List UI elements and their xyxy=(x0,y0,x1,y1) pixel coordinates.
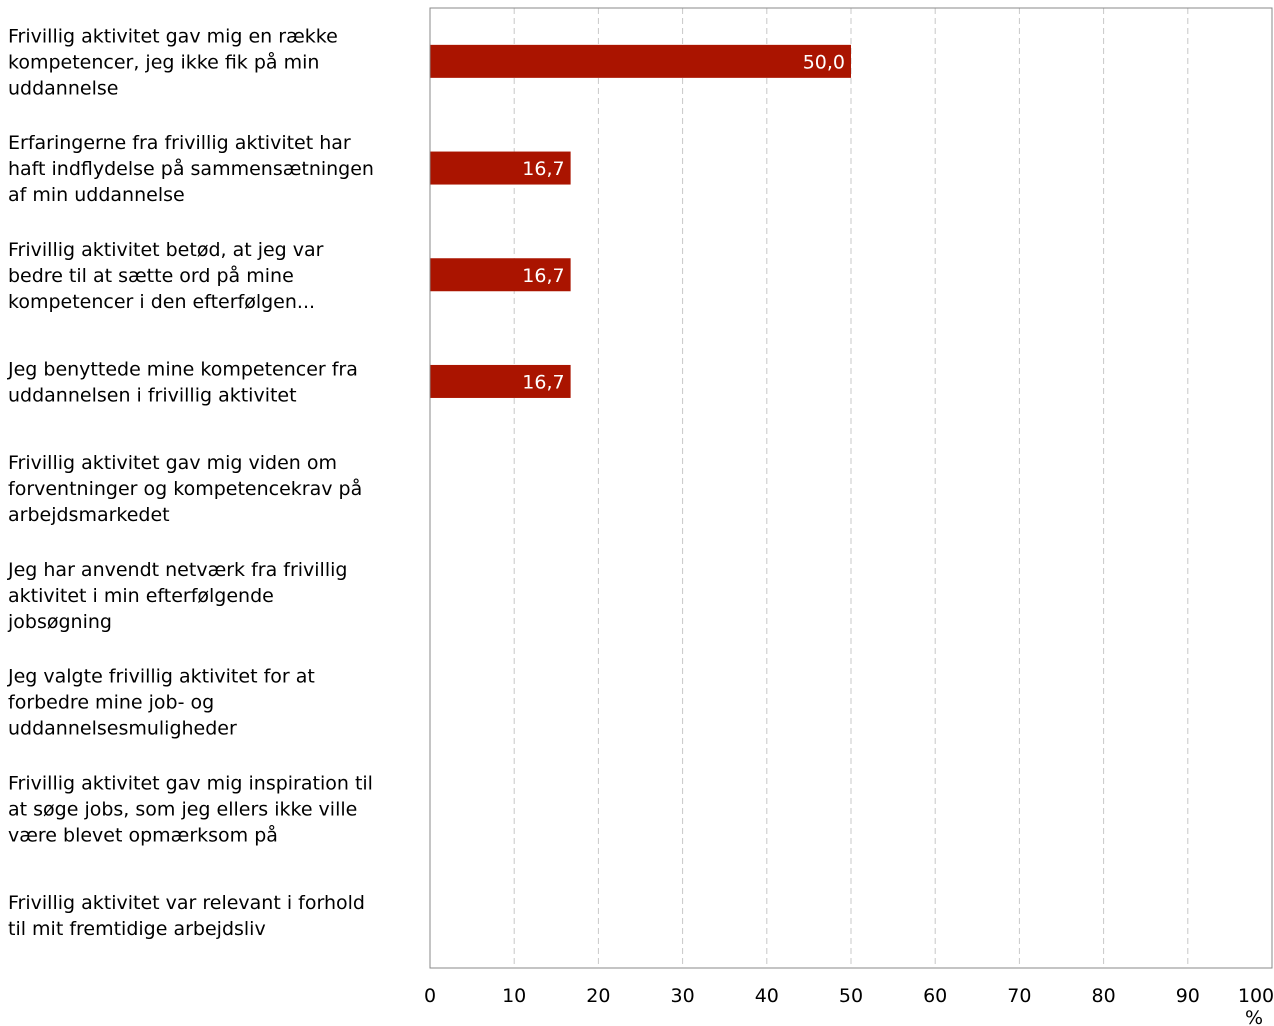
category-label-line: Frivillig aktivitet betød, at jeg var xyxy=(8,239,324,261)
category-label-line: uddannelsen i frivillig aktivitet xyxy=(8,384,297,406)
category-labels: Frivillig aktivitet gav mig en række komp… xyxy=(7,25,374,940)
x-tick-label: 90 xyxy=(1176,985,1200,1007)
x-tick-label: 80 xyxy=(1092,985,1116,1007)
bar xyxy=(430,151,571,185)
category-label: Frivillig aktivitet gav mig inspiration … xyxy=(8,772,373,846)
category-label: Frivillig aktivitet gav mig en række komp… xyxy=(8,25,338,99)
x-tick-label: 10 xyxy=(502,985,526,1007)
category-label-line: af min uddannelse xyxy=(8,184,185,206)
category-label-line: forventninger og kompetencekrav på xyxy=(8,477,362,500)
category-label-line: Frivillig aktivitet gav mig viden om xyxy=(8,452,337,474)
category-label-line: uddannelse xyxy=(8,77,118,99)
category-label-line: være blevet opmærksom på xyxy=(8,823,278,846)
bar-value-label: 16,7 xyxy=(522,265,564,287)
category-label-line: at søge jobs, som jeg ellers ikke ville xyxy=(8,798,357,820)
category-label: Frivillig aktivitet betød, at jeg var bed… xyxy=(8,239,324,313)
category-label-line: haft indflydelse på sammensætningen xyxy=(8,157,374,180)
category-label-line: forbedre mine job- og xyxy=(8,692,214,714)
bar-value-label: 16,7 xyxy=(522,158,564,180)
bar-value-label: 16,7 xyxy=(522,371,564,393)
x-tick-label: 30 xyxy=(671,985,695,1007)
x-tick-label: 20 xyxy=(586,985,610,1007)
category-label-line: aktivitet i min efterfølgende xyxy=(8,585,274,607)
category-label-line: arbejdsmarkedet xyxy=(8,504,170,526)
bar-value-label: 50,0 xyxy=(803,51,845,73)
category-label: Erfaringerne fra frivillig aktivitet har… xyxy=(8,132,374,206)
category-label: Jeg benyttede mine kompetencer fra uddann… xyxy=(7,358,358,406)
category-label-line: Jeg har anvendt netværk fra frivillig xyxy=(7,559,347,581)
x-tick-label: 60 xyxy=(923,985,947,1007)
category-label: Jeg valgte frivillig aktivitet for at for… xyxy=(7,666,315,740)
category-label-line: kompetencer, jeg ikke fik på min xyxy=(8,50,319,73)
x-tick-label: 100 xyxy=(1238,985,1274,1007)
category-label-line: bedre til at sætte ord på mine xyxy=(8,264,294,287)
bars: 50,0 16,7 16,7 16,7 xyxy=(430,44,851,398)
category-label-line: Frivillig aktivitet var relevant i forho… xyxy=(8,892,365,914)
category-label-line: til mit fremtidige arbejdsliv xyxy=(8,918,266,940)
bar xyxy=(430,258,571,292)
category-label: Jeg har anvendt netværk fra frivillig akt… xyxy=(7,559,347,633)
x-tick-label: 50 xyxy=(839,985,863,1007)
x-tick-labels: 0 10 20 30 40 50 60 70 80 90 100 xyxy=(424,985,1274,1007)
category-label-line: uddannelsesmuligheder xyxy=(8,718,237,740)
category-label: Frivillig aktivitet var relevant i forho… xyxy=(8,892,365,940)
category-label-line: jobsøgning xyxy=(7,611,112,633)
category-label-line: Erfaringerne fra frivillig aktivitet har xyxy=(8,132,351,154)
bar xyxy=(430,364,571,398)
category-label-line: Frivillig aktivitet gav mig inspiration … xyxy=(8,772,373,794)
category-label-line: kompetencer i den efterfølgen... xyxy=(8,291,315,313)
bar xyxy=(430,44,851,78)
x-axis-unit-label: % xyxy=(1245,1007,1263,1026)
x-tick-label: 70 xyxy=(1007,985,1031,1007)
category-label-line: Jeg benyttede mine kompetencer fra xyxy=(7,358,358,380)
x-tick-label: 40 xyxy=(755,985,779,1007)
category-label-line: Frivillig aktivitet gav mig en række xyxy=(8,25,338,47)
category-label-line: Jeg valgte frivillig aktivitet for at xyxy=(7,666,315,688)
x-tick-label: 0 xyxy=(424,985,436,1007)
plot-border xyxy=(429,7,1273,969)
grid-lines xyxy=(513,8,1273,968)
category-label: Frivillig aktivitet gav mig viden om forv… xyxy=(8,452,362,526)
plot-frame xyxy=(429,7,1273,969)
